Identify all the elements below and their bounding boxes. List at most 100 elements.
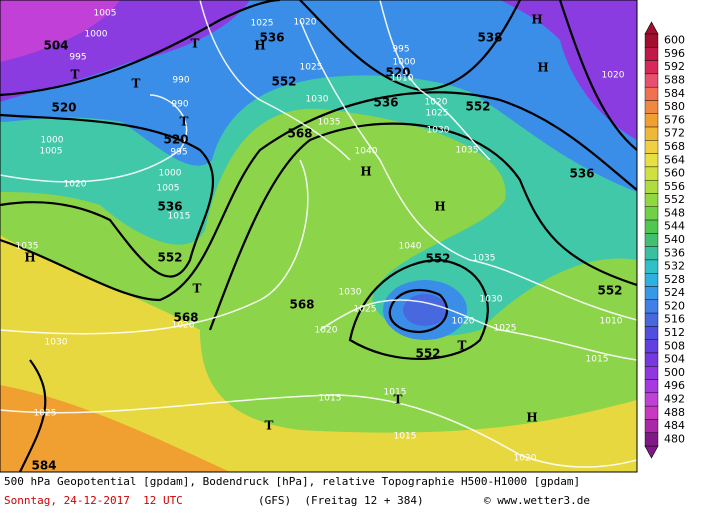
footer-description: 500 hPa Geopotential [gpdam], Bodendruck… bbox=[4, 475, 581, 488]
colorbar-label: 520 bbox=[664, 299, 685, 312]
system-label: H bbox=[24, 251, 35, 265]
pressure-label: 1025 bbox=[426, 109, 449, 119]
colorbar-cell bbox=[644, 366, 659, 380]
map-frame bbox=[0, 0, 638, 473]
geopotential-label: 536 bbox=[373, 96, 398, 110]
colorbar-cell bbox=[644, 233, 659, 247]
pressure-label: 1020 bbox=[452, 317, 475, 327]
pressure-label: 1020 bbox=[514, 454, 537, 464]
pressure-label: 990 bbox=[171, 100, 188, 110]
pressure-label: 1035 bbox=[456, 146, 479, 156]
pressure-label: 1025 bbox=[251, 19, 274, 29]
pressure-label: 1035 bbox=[16, 242, 39, 252]
colorbar-cell bbox=[644, 206, 659, 221]
colorbar-label: 524 bbox=[664, 286, 685, 299]
colorbar-cell bbox=[644, 259, 659, 274]
system-label: H bbox=[254, 39, 265, 53]
colorbar-cell bbox=[644, 379, 659, 394]
colorbar-label: 512 bbox=[664, 326, 685, 339]
colorbar-label: 504 bbox=[664, 353, 685, 366]
colorbar-label: 568 bbox=[664, 140, 685, 153]
pressure-label: 1020 bbox=[172, 321, 195, 331]
system-label: T bbox=[193, 282, 202, 296]
pressure-label: 1040 bbox=[399, 242, 422, 252]
geopotential-label: 584 bbox=[31, 459, 56, 473]
pressure-label: 1030 bbox=[339, 288, 362, 298]
system-label: T bbox=[394, 393, 403, 407]
colorbar-cell bbox=[644, 419, 659, 433]
colorbar-cell bbox=[644, 405, 659, 420]
pressure-label: 1000 bbox=[85, 30, 108, 40]
colorbar-label: 544 bbox=[664, 220, 685, 233]
system-label: H bbox=[360, 165, 371, 179]
pressure-label: 1035 bbox=[318, 118, 341, 128]
footer-model: (GFS) (Freitag 12 + 384) bbox=[258, 494, 424, 507]
colorbar-cell bbox=[644, 326, 659, 340]
geopotential-label: 568 bbox=[287, 127, 312, 141]
geopotential-label: 538 bbox=[477, 31, 502, 45]
colorbar-label: 540 bbox=[664, 233, 685, 246]
footer-credit: © www.wetter3.de bbox=[484, 494, 590, 507]
pressure-label: 1015 bbox=[319, 394, 342, 404]
colorbar-cell bbox=[644, 126, 659, 141]
pressure-label: 1020 bbox=[425, 98, 448, 108]
pressure-label: 1030 bbox=[45, 338, 68, 348]
colorbar-cell bbox=[644, 299, 659, 314]
colorbar-cell bbox=[644, 113, 659, 128]
colorbar-label: 596 bbox=[664, 47, 685, 60]
system-label: H bbox=[434, 200, 445, 214]
geopotential-label: 520 bbox=[51, 101, 76, 115]
pressure-label: 1030 bbox=[427, 126, 450, 136]
geopotential-label: 536 bbox=[259, 31, 284, 45]
colorbar-label: 548 bbox=[664, 206, 685, 219]
pressure-label: 1015 bbox=[586, 355, 609, 365]
colorbar-label: 496 bbox=[664, 379, 685, 392]
system-label: T bbox=[132, 77, 141, 91]
colorbar-label: 480 bbox=[664, 432, 685, 445]
colorbar-cell bbox=[644, 73, 659, 88]
colorbar-cell bbox=[644, 392, 659, 407]
pressure-contours bbox=[0, 0, 638, 468]
colorbar-cell bbox=[644, 86, 659, 101]
geopotential-label: 552 bbox=[415, 347, 440, 361]
colorbar-cell bbox=[644, 47, 659, 61]
pressure-label: 1025 bbox=[354, 305, 377, 315]
colorbar-label: 488 bbox=[664, 406, 685, 419]
geopotential-label: 520 bbox=[385, 66, 410, 80]
pressure-label: 995 bbox=[392, 45, 409, 55]
pressure-label: 1015 bbox=[168, 212, 191, 222]
colorbar-cell bbox=[644, 193, 659, 207]
pressure-label: 1040 bbox=[355, 147, 378, 157]
pressure-label: 1005 bbox=[94, 9, 117, 19]
colorbar-label: 556 bbox=[664, 180, 685, 193]
colorbar-cell bbox=[644, 179, 659, 194]
pressure-label: 1000 bbox=[159, 169, 182, 179]
colorbar-label: 536 bbox=[664, 246, 685, 259]
pressure-label: 1025 bbox=[494, 324, 517, 334]
colorbar-arrow bbox=[644, 445, 659, 459]
geopotential-label: 536 bbox=[569, 167, 594, 181]
colorbar-label: 500 bbox=[664, 366, 685, 379]
colorbar-cell bbox=[644, 273, 659, 287]
colorbar-arrow bbox=[644, 21, 659, 35]
pressure-label: 1000 bbox=[393, 58, 416, 68]
colorbar-label: 564 bbox=[664, 153, 685, 166]
pressure-label: 1010 bbox=[391, 74, 414, 84]
colorbar-label: 572 bbox=[664, 127, 685, 140]
pressure-label: 1010 bbox=[600, 317, 623, 327]
geopotential-label: 504 bbox=[43, 39, 68, 53]
colorbar-cell bbox=[644, 100, 659, 114]
pressure-label: 1025 bbox=[300, 63, 323, 73]
geopotential-label: 552 bbox=[465, 100, 490, 114]
colorbar-cell bbox=[644, 166, 659, 181]
system-label: T bbox=[265, 419, 274, 433]
colorbar-cell bbox=[644, 33, 659, 48]
system-label: H bbox=[537, 61, 548, 75]
system-label: T bbox=[180, 115, 189, 129]
pressure-label: 1035 bbox=[473, 254, 496, 264]
colorbar-label: 552 bbox=[664, 193, 685, 206]
region-magenta bbox=[0, 0, 120, 62]
colorbar-label: 580 bbox=[664, 100, 685, 113]
colorbar-label: 584 bbox=[664, 87, 685, 100]
